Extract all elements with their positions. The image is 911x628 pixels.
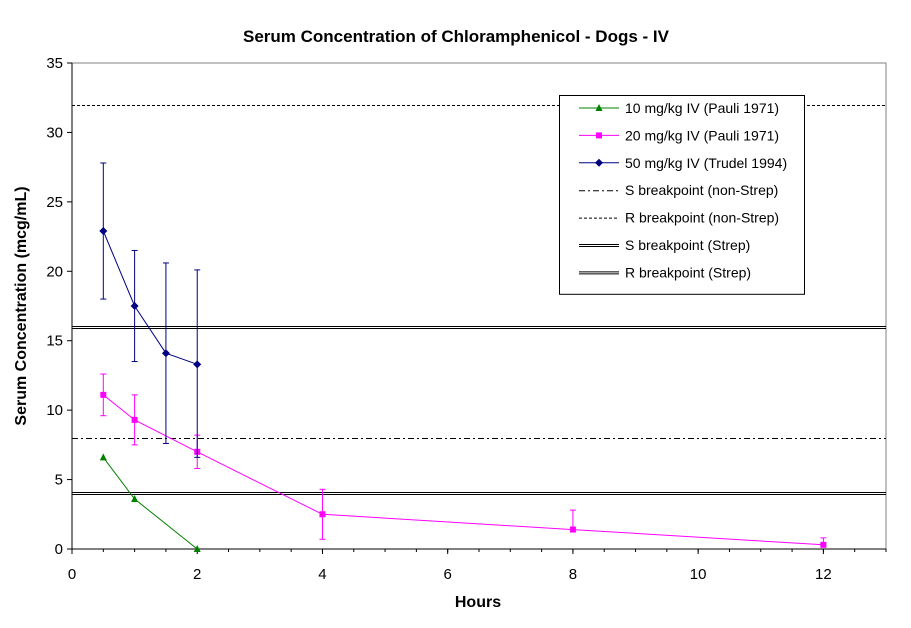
y-tick-label: 25 xyxy=(46,194,63,211)
axes: 0 5 10 15 20 25 30 35 0 2 4 6 8 10 12 xyxy=(46,55,887,583)
data-point-2-0 xyxy=(99,227,108,236)
data-point-0-0 xyxy=(99,453,107,461)
data-point-1-5 xyxy=(820,541,827,548)
y-tick-label: 10 xyxy=(46,402,63,419)
series-line-2 xyxy=(102,230,198,365)
legend-label: R breakpoint (non-Strep) xyxy=(625,210,779,226)
x-tick-label: 0 xyxy=(68,566,76,583)
legend-label: R breakpoint (Strep) xyxy=(625,264,751,280)
data-point-2-2 xyxy=(161,349,170,358)
data-point-0-2 xyxy=(193,545,201,552)
data-point-1-1 xyxy=(131,416,138,423)
legend-item-2: 50 mg/kg IV (Trudel 1994) xyxy=(579,155,787,171)
series-line-0 xyxy=(102,457,198,550)
y-tick-label: 5 xyxy=(55,472,63,489)
legend-box xyxy=(559,95,805,295)
legend-item-4: R breakpoint (non-Strep) xyxy=(579,210,779,226)
data-point-1-3 xyxy=(319,511,326,518)
data-point-0-1 xyxy=(131,495,139,503)
series-2 xyxy=(99,162,202,458)
data-point-1-4 xyxy=(569,526,576,533)
y-tick-label: 30 xyxy=(46,124,63,141)
x-tick-label: 6 xyxy=(444,566,452,583)
legend-label: 20 mg/kg IV (Pauli 1971) xyxy=(625,127,779,143)
y-tick-label: 35 xyxy=(46,55,63,72)
x-tick-label: 10 xyxy=(690,566,707,583)
legend-item-0: 10 mg/kg IV (Pauli 1971) xyxy=(579,100,779,116)
legend-item-1: 20 mg/kg IV (Pauli 1971) xyxy=(579,127,779,143)
legend-label: S breakpoint (non-Strep) xyxy=(625,182,778,198)
series-layer xyxy=(99,162,827,552)
legend-item-3: S breakpoint (non-Strep) xyxy=(579,182,778,198)
legend-label: S breakpoint (Strep) xyxy=(625,237,750,253)
x-tick-label: 4 xyxy=(318,566,326,583)
legend-item-6: R breakpoint (Strep) xyxy=(579,264,751,280)
data-point-2-1 xyxy=(130,302,139,310)
legend-label: 10 mg/kg IV (Pauli 1971) xyxy=(625,100,779,116)
y-tick-label: 20 xyxy=(46,263,63,280)
x-tick-label: 12 xyxy=(815,566,832,583)
series-1 xyxy=(100,373,827,548)
series-0 xyxy=(99,453,201,552)
y-axis-title: Serum Concentration (mcg/mL) xyxy=(13,186,30,425)
legend: 10 mg/kg IV (Pauli 1971) 20 mg/kg IV (Pau… xyxy=(559,95,805,295)
y-tick-label: 15 xyxy=(46,333,63,350)
legend-item-5: S breakpoint (Strep) xyxy=(579,237,750,253)
legend-label: 50 mg/kg IV (Trudel 1994) xyxy=(625,155,787,171)
series-line-1 xyxy=(102,394,824,546)
legend-marker xyxy=(595,104,603,111)
data-point-1-0 xyxy=(100,391,107,398)
y-tick-label: 0 xyxy=(55,541,63,558)
x-tick-label: 8 xyxy=(569,566,577,583)
legend-marker xyxy=(595,158,603,167)
x-axis-title: Hours xyxy=(455,594,501,611)
x-tick-label: 2 xyxy=(193,566,201,583)
data-point-2-3 xyxy=(193,360,202,369)
chart-title: Serum Concentration of Chloramphenicol -… xyxy=(243,27,670,46)
reference-lines xyxy=(72,105,886,495)
legend-marker xyxy=(596,132,602,139)
